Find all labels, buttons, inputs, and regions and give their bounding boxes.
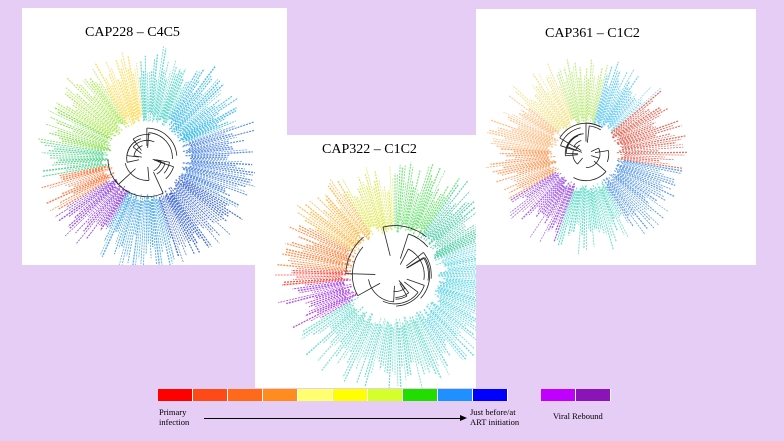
panel-title-cap228: CAP228 – C4C5: [85, 25, 180, 40]
time-arrow-line: [204, 418, 462, 419]
viral-rebound-label: Viral Rebound: [553, 411, 603, 421]
cap322-branches: [559, 122, 610, 182]
cap361-tip-labels: [275, 162, 476, 388]
timepoint-color-legend: [158, 389, 508, 401]
cap322-tip-labels: [485, 59, 687, 255]
primary-infection-label: Primary infection: [159, 407, 190, 427]
panel-title-cap361: CAP361 – C1C2: [545, 26, 640, 41]
legend-swatch-2: [193, 389, 228, 401]
legend-swatch-9: [438, 389, 473, 401]
tree-panel-cap228: CAP228 – C4C5: [22, 8, 287, 265]
phylogenetic-tree-cap228: [37, 46, 258, 265]
phylogenetic-tree-cap322: [275, 162, 476, 388]
time-arrow-head: [460, 415, 467, 421]
legend-swatch-4: [263, 389, 298, 401]
legend-swatch-5: [298, 389, 333, 401]
legend-swatch-10: [473, 389, 508, 401]
legend-swatch-3: [228, 389, 263, 401]
panel-title-cap322: CAP322 – C1C2: [322, 142, 417, 157]
legend-swatch-1: [158, 389, 193, 401]
tree-panel-cap361: CAP361 – C1C2: [476, 9, 756, 265]
legend-swatch-7: [368, 389, 403, 401]
legend-swatch-6: [333, 389, 368, 401]
art-initiation-label: Just before/at ART initiation: [470, 407, 520, 427]
rebound-swatch-2: [576, 389, 611, 401]
viral-rebound-color-legend: [541, 389, 611, 401]
tree-panel-cap322: CAP322 – C1C2: [255, 135, 476, 388]
rebound-swatch-1: [541, 389, 576, 401]
legend-swatch-8: [403, 389, 438, 401]
phylogenetic-tree-cap361: [485, 59, 687, 255]
cap228-branches: [107, 127, 178, 198]
cap228-tip-labels: [37, 46, 258, 265]
cap361-branches: [345, 225, 432, 307]
